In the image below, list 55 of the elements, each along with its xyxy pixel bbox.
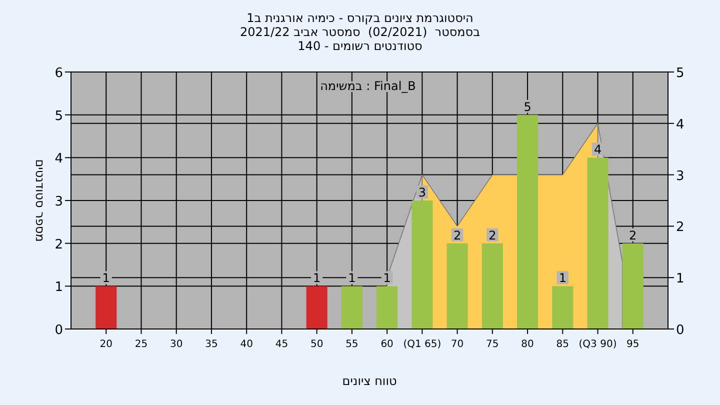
bar	[446, 243, 468, 329]
y2-tick-label: 1	[676, 272, 684, 287]
bar	[587, 158, 608, 329]
y-tick-label: 1	[54, 280, 63, 296]
x-tick-label: 55	[346, 339, 358, 350]
data-label: 2	[629, 228, 637, 242]
y2-tick-label: 0	[676, 323, 684, 338]
y-tick-label: 4	[54, 152, 63, 167]
y2-tick-label: 3	[676, 168, 684, 184]
x-tick-label: (Q1 65)	[403, 339, 442, 350]
data-label: 2	[453, 228, 462, 242]
chart-subtitle: בסמסטר (02/2021) סמסטר אביב 2021/22	[240, 25, 480, 39]
chart-title: היסטוגרמת ציונים בקורס - כימיה אורגנית ב1	[246, 11, 474, 25]
x-tick-label: 50	[310, 339, 324, 350]
data-label: 1	[383, 271, 391, 286]
data-label: 1	[313, 271, 321, 286]
data-label: 1	[102, 271, 110, 286]
x-tick-label: 25	[134, 339, 148, 350]
bar	[341, 286, 362, 329]
y2-tick-label: 4	[676, 117, 684, 132]
bar	[376, 286, 398, 329]
bar	[96, 286, 117, 329]
x-tick-label: 80	[521, 339, 534, 350]
x-tick-label: 35	[205, 339, 218, 350]
x-tick-label: 45	[275, 339, 288, 350]
data-label: 4	[594, 142, 602, 157]
data-label: 1	[348, 271, 356, 286]
data-label: 2	[488, 228, 496, 242]
x-axis-title: טווח ציונים	[342, 374, 397, 388]
x-tick-label: 70	[450, 339, 464, 350]
y2-tick-label: 5	[676, 66, 684, 81]
y-tick-label: 0	[54, 323, 63, 338]
x-tick-label: 20	[100, 339, 112, 350]
bar	[482, 243, 503, 329]
x-tick-label: 60	[380, 339, 394, 350]
x-tick-label: 40	[240, 339, 253, 350]
bar	[552, 286, 574, 329]
y-axis-title: מספר סטודנטים	[33, 159, 47, 242]
data-label: 3	[418, 186, 426, 200]
y2-tick-label: 2	[676, 220, 684, 236]
x-tick-label: 30	[170, 339, 183, 350]
y-tick-label: 2	[54, 237, 63, 252]
data-label: 5	[524, 100, 532, 114]
x-tick-label: 95	[626, 339, 640, 350]
text: סטודנטים רשומים - 140	[298, 39, 423, 53]
x-tick-label: (Q3 90)	[578, 339, 617, 350]
data-label: 1	[558, 271, 566, 286]
x-tick-label: 85	[556, 339, 570, 350]
y-tick-label: 3	[54, 194, 63, 210]
y-tick-label: 6	[54, 66, 63, 81]
bar	[516, 114, 538, 329]
bar	[622, 243, 644, 329]
y-tick-label: 5	[54, 108, 63, 124]
bar	[306, 286, 328, 329]
x-tick-label: 75	[486, 339, 499, 350]
